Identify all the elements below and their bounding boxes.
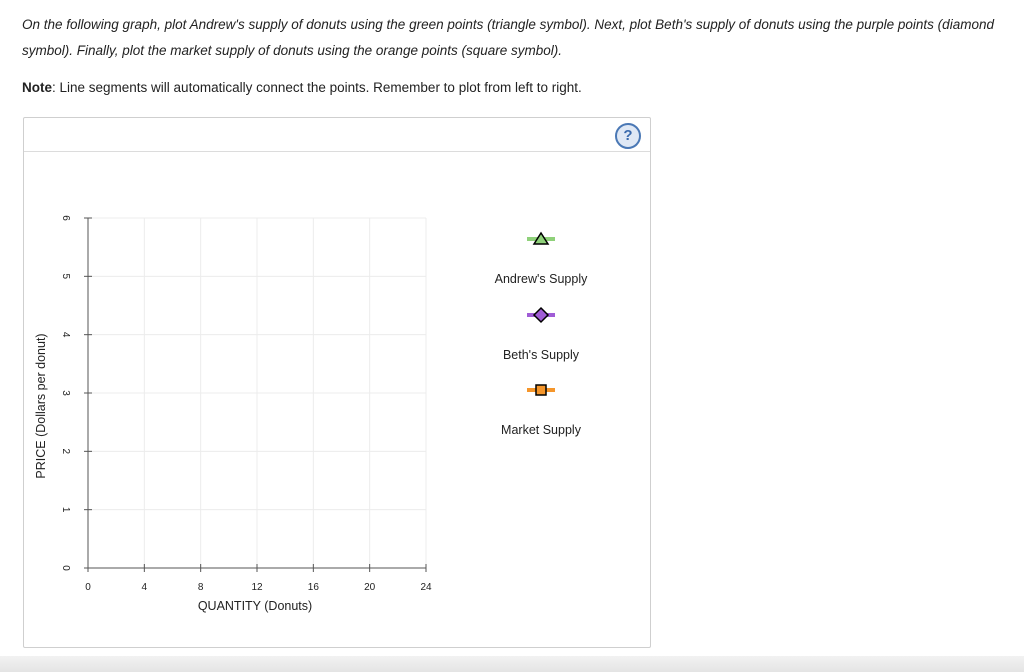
y-tick-label: 4 xyxy=(60,332,71,338)
legend-item-diamond[interactable]: Beth's Supply xyxy=(503,306,580,362)
y-tick-label: 2 xyxy=(60,449,71,455)
note-text: : Line segments will automatically conne… xyxy=(52,80,582,95)
legend-item-square[interactable]: Market Supply xyxy=(501,384,582,437)
y-axis-title: PRICE (Dollars per donut) xyxy=(34,333,48,478)
x-tick-label: 4 xyxy=(142,582,148,593)
diamond-icon[interactable] xyxy=(532,306,550,324)
legend-label: Beth's Supply xyxy=(503,348,580,362)
legend-label: Andrew's Supply xyxy=(495,272,588,286)
y-tick-label: 0 xyxy=(60,565,71,571)
help-icon[interactable]: ? xyxy=(615,123,641,149)
graph-panel-header: ? xyxy=(24,118,650,152)
graph-panel: ? 0 4 8 12 16 20 24 0 1 2 3 4 5 6 QUANTITY (Donuts) PRI… xyxy=(23,117,651,648)
bottom-scroll-bar xyxy=(0,656,1024,672)
y-tick-label: 3 xyxy=(60,390,71,396)
x-tick-label: 0 xyxy=(85,582,91,593)
x-tick-label: 12 xyxy=(251,582,263,593)
x-tick-label: 8 xyxy=(198,582,204,593)
instructions-text: On the following graph, plot Andrew's su… xyxy=(22,17,994,58)
note-label: Note xyxy=(22,80,52,95)
square-icon[interactable] xyxy=(535,384,547,396)
x-tick-label: 20 xyxy=(364,582,376,593)
legend-label: Market Supply xyxy=(501,423,582,437)
triangle-icon[interactable] xyxy=(532,231,550,245)
note-line: Note: Line segments will automatically c… xyxy=(22,80,582,95)
x-tick-label: 16 xyxy=(308,582,320,593)
y-tick-label: 6 xyxy=(60,215,71,221)
x-axis-title: QUANTITY (Donuts) xyxy=(198,599,312,613)
x-tick-label: 24 xyxy=(420,582,432,593)
legend-item-triangle[interactable]: Andrew's Supply xyxy=(495,231,588,286)
y-tick-label: 5 xyxy=(60,274,71,280)
y-tick-label: 1 xyxy=(60,507,71,513)
